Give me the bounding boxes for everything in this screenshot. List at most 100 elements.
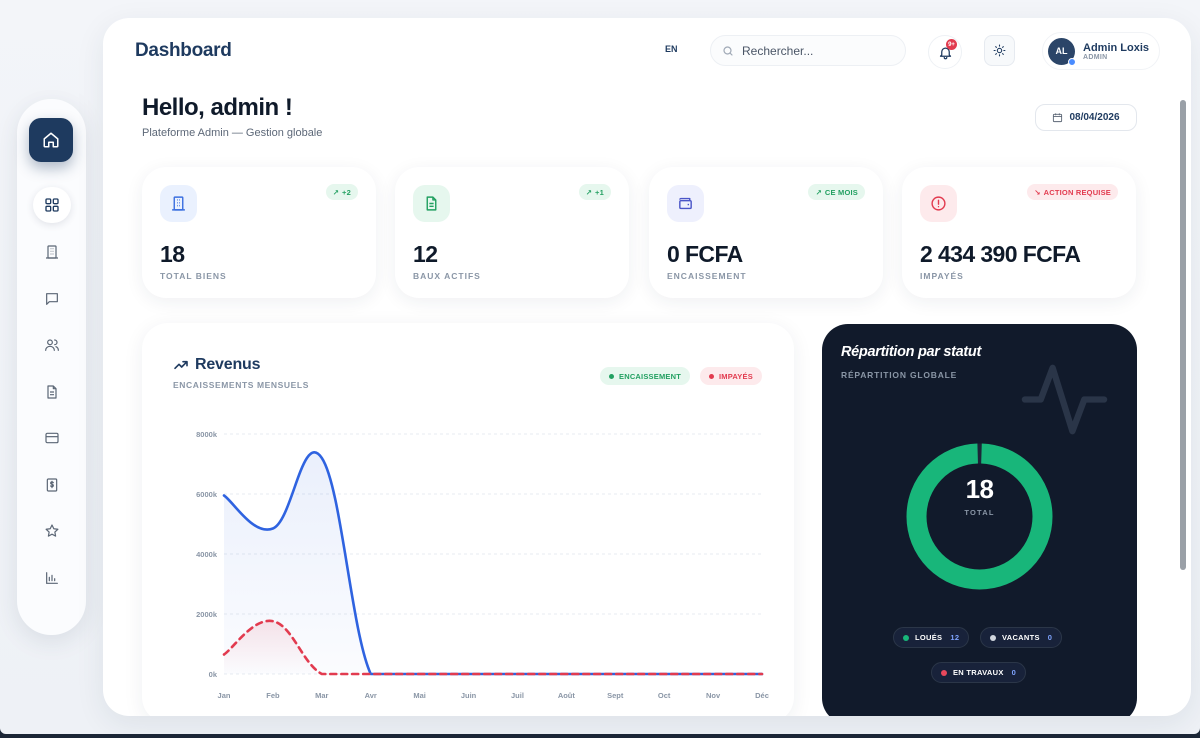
legend-label: IMPAYÉS	[719, 371, 753, 381]
y-tick-label: 4000k	[196, 550, 218, 559]
current-date: 08/04/2026	[1069, 112, 1120, 123]
notifications-button[interactable]: 9+	[928, 35, 962, 69]
sidebar-item-favorites[interactable]	[33, 513, 71, 549]
status-dot	[941, 669, 947, 676]
revenue-line-chart: 0k 2000k 4000k 6000k 8000k Jan Feb Mar Avr Mai Jui…	[196, 430, 769, 700]
status-title: Répartition par statut	[841, 344, 982, 360]
status-count: 12	[950, 633, 960, 642]
sidebar-item-messages[interactable]	[33, 281, 71, 317]
donut-center: 18 TOTAL	[822, 474, 1137, 517]
status-panel: Répartition par statut RÉPARTITION GLOBA…	[822, 324, 1137, 716]
status-pill-vacants: VACANTS 0	[980, 627, 1063, 648]
user-menu[interactable]: AL Admin Loxis ADMIN	[1042, 32, 1160, 70]
date-picker-button[interactable]: 08/04/2026	[1035, 104, 1137, 131]
stat-icon-box	[667, 185, 704, 222]
x-tick-label: Mai	[413, 691, 426, 700]
status-donut-chart	[906, 443, 1053, 590]
sidebar-item-payments[interactable]	[33, 420, 71, 456]
status-label: VACANTS	[1002, 633, 1040, 642]
stat-badge-label: ACTION REQUISE	[1043, 187, 1111, 197]
stat-label: BAUX ACTIFS	[413, 271, 481, 281]
sidebar-item-reports[interactable]	[33, 560, 71, 596]
stat-value: 2 434 390 FCFA	[920, 241, 1081, 267]
building-icon	[172, 196, 185, 211]
x-tick-label: Jan	[218, 691, 231, 700]
stat-badge: ↗ +2	[325, 184, 358, 200]
wallet-icon	[679, 197, 692, 210]
activity-watermark-icon	[1021, 364, 1108, 435]
stat-badge-label: CE MOIS	[824, 187, 858, 197]
y-tick-label: 0k	[209, 670, 218, 679]
language-switch[interactable]: EN	[665, 44, 678, 54]
sun-icon	[993, 44, 1006, 57]
message-icon	[46, 293, 58, 305]
stat-icon-box	[920, 185, 957, 222]
online-status-dot	[1068, 57, 1076, 66]
sidebar-item-dashboard[interactable]	[33, 187, 71, 223]
legend-encaissement[interactable]: ENCAISSEMENT	[600, 367, 690, 385]
stat-card-baux-actifs: ↗ +1 12 BAUX ACTIFS	[395, 167, 629, 298]
user-name: Admin Loxis	[1083, 41, 1150, 54]
status-count: 0	[1011, 668, 1017, 677]
stat-badge-label: +1	[595, 187, 604, 197]
revenue-title: Revenus	[173, 356, 260, 374]
main-panel: Dashboard EN 9+ AL Admin Loxis ADMIN Hel…	[103, 18, 1191, 716]
notification-badge: 9+	[946, 39, 957, 50]
stat-label: ENCAISSEMENT	[667, 271, 747, 281]
x-tick-label: Juil	[511, 691, 524, 700]
sidebar-item-properties[interactable]	[33, 234, 71, 270]
alert-icon	[931, 196, 946, 211]
y-tick-label: 2000k	[196, 610, 218, 619]
sidebar-item-documents[interactable]	[33, 374, 71, 410]
home-icon	[43, 132, 59, 148]
stat-badge: ↗ CE MOIS	[808, 184, 865, 200]
scrollbar-thumb[interactable]	[1180, 100, 1186, 570]
sidebar-item-users[interactable]	[33, 327, 71, 363]
y-tick-label: 6000k	[196, 490, 218, 499]
arrow-up-right-icon: ↗	[585, 187, 593, 197]
legend-label: ENCAISSEMENT	[619, 371, 681, 381]
page-title: Dashboard	[135, 40, 232, 61]
card-icon	[45, 432, 59, 444]
x-tick-label: Nov	[706, 691, 721, 700]
search-icon	[723, 45, 733, 56]
stat-card-total-biens: ↗ +2 18 TOTAL BIENS	[142, 167, 376, 298]
series-area-impayes	[224, 620, 762, 674]
legend-impayes[interactable]: IMPAYÉS	[700, 367, 762, 385]
stat-icon-box	[413, 185, 450, 222]
theme-toggle-button[interactable]	[984, 35, 1015, 66]
search-input[interactable]	[742, 43, 892, 58]
status-label: EN TRAVAUX	[953, 668, 1004, 677]
home-button[interactable]	[29, 118, 73, 162]
x-tick-label: Feb	[266, 691, 280, 700]
status-pill-en-travaux: EN TRAVAUX 0	[931, 662, 1027, 683]
x-tick-label: Déc	[755, 691, 769, 700]
scrollbar[interactable]	[1180, 100, 1186, 570]
status-pill-loues: LOUÉS 12	[893, 627, 970, 648]
status-dot	[903, 634, 909, 641]
y-tick-label: 8000k	[196, 430, 218, 439]
sidebar-item-invoices[interactable]	[33, 467, 71, 503]
series-area-encaissement	[224, 452, 762, 674]
invoice-dollar-icon	[46, 478, 58, 492]
search-bar[interactable]	[710, 35, 906, 66]
donut-total-label: TOTAL	[964, 508, 995, 517]
stat-label: IMPAYÉS	[920, 271, 964, 281]
star-icon	[45, 524, 59, 537]
arrow-down-right-icon: ↘	[1034, 187, 1041, 197]
x-tick-label: Juin	[461, 691, 477, 700]
welcome-subtitle: Plateforme Admin — Gestion globale	[142, 127, 323, 139]
bar-chart-icon	[46, 572, 58, 584]
stat-badge: ↗ +1	[578, 184, 611, 200]
revenue-subtitle: ENCAISSEMENTS MENSUELS	[173, 380, 309, 390]
revenue-title-text: Revenus	[195, 356, 261, 373]
legend-dot	[709, 373, 714, 379]
stat-value: 18	[160, 241, 185, 267]
donut-segment-loués[interactable]	[906, 443, 1053, 590]
legend-dot	[609, 373, 614, 379]
stat-value: 0 FCFA	[667, 241, 743, 267]
x-tick-label: Août	[558, 691, 576, 700]
users-icon	[45, 339, 59, 351]
calendar-icon	[1053, 113, 1063, 123]
building-icon	[46, 245, 58, 259]
